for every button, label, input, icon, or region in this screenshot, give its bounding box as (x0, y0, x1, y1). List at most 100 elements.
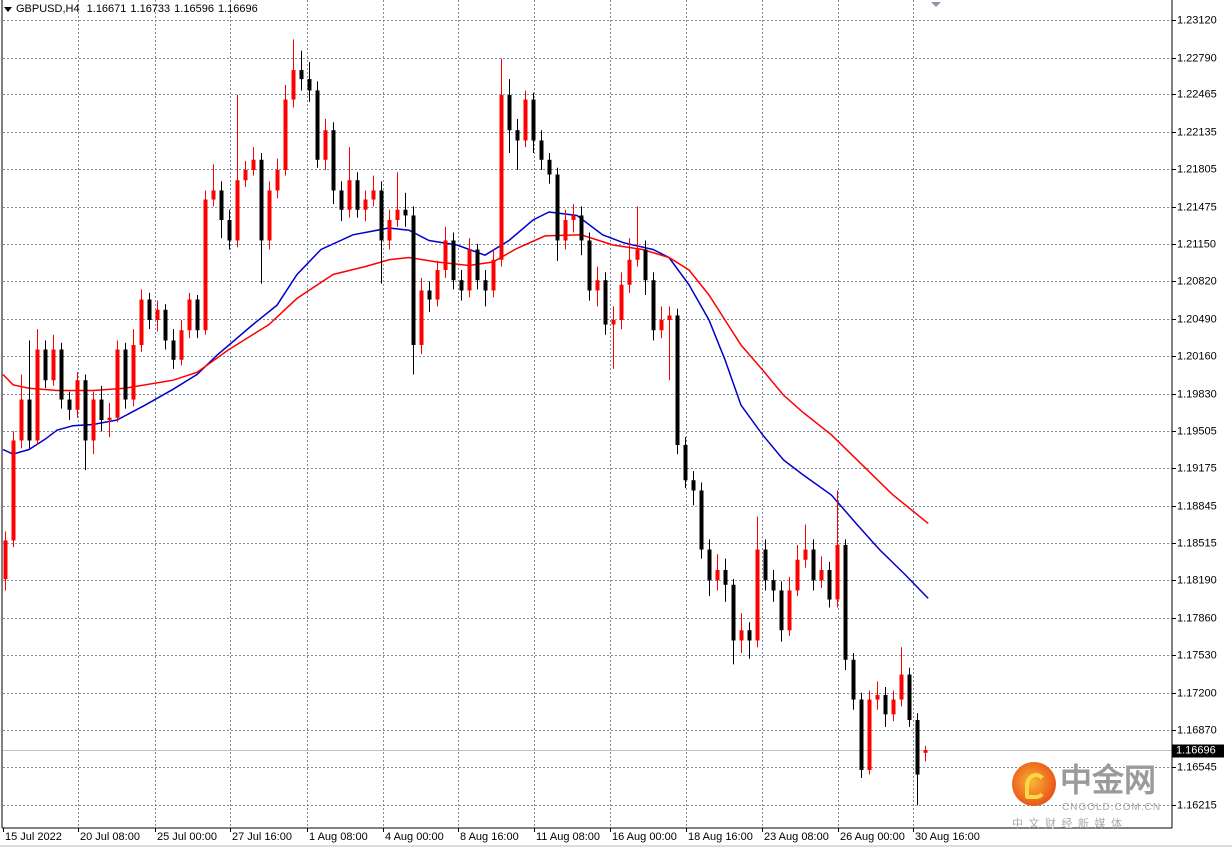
candle-body (547, 159, 552, 175)
candle (131, 329, 136, 407)
candle-body (763, 549, 768, 581)
candle-body (451, 240, 456, 281)
candle (11, 431, 16, 548)
candle-body (3, 540, 8, 580)
candle-body (675, 315, 680, 445)
ma-slow-line (2, 234, 929, 524)
candle (387, 209, 392, 250)
candle (179, 320, 184, 366)
candle (139, 289, 144, 352)
x-tick-label: 8 Aug 16:00 (460, 831, 519, 843)
candle-body (443, 240, 448, 270)
candle (627, 238, 632, 293)
candle (211, 164, 216, 207)
candle-body (747, 630, 752, 641)
candle-body (499, 95, 504, 260)
candle-body (659, 320, 664, 331)
y-tick-label: 1.19175 (1177, 462, 1217, 474)
candle-body (515, 130, 520, 141)
candle-body (643, 249, 648, 281)
candle-body (315, 90, 320, 160)
candle-body (907, 674, 912, 720)
candle (603, 272, 608, 335)
candle-body (723, 570, 728, 585)
candle (171, 329, 176, 369)
candle-body (611, 320, 616, 325)
candle (347, 147, 352, 218)
candle (747, 622, 752, 659)
candle-body (699, 490, 704, 550)
dropdown-triangle-icon[interactable] (4, 6, 12, 12)
candle (771, 570, 776, 602)
candle-body (179, 330, 184, 360)
candle-body (483, 280, 488, 291)
x-tick-label: 1 Aug 08:00 (309, 831, 368, 843)
candle-body (811, 549, 816, 581)
candle (443, 226, 448, 278)
candle-body (139, 299, 144, 345)
candle (691, 471, 696, 506)
candle (323, 118, 328, 170)
candles (3, 39, 928, 806)
y-tick-label: 1.19830 (1177, 388, 1217, 400)
y-tick-label: 1.22135 (1177, 126, 1217, 138)
candle (867, 690, 872, 775)
candle-body (923, 750, 928, 753)
candle-body (419, 290, 424, 345)
candle (899, 647, 904, 707)
ohlc-low: 1.16596 (174, 3, 214, 15)
candle (907, 667, 912, 727)
candle-body (107, 417, 112, 420)
candle (315, 81, 320, 168)
x-tick-label: 23 Aug 08:00 (764, 831, 829, 843)
candle (155, 300, 160, 332)
candle-body (11, 440, 16, 541)
y-tick-label: 1.17200 (1177, 687, 1217, 699)
candle (611, 306, 616, 369)
y-tick-label: 1.22465 (1177, 88, 1217, 100)
candle (363, 190, 368, 222)
candle (35, 329, 40, 445)
y-tick-label: 1.18190 (1177, 574, 1217, 586)
candle (819, 556, 824, 589)
candle (587, 232, 592, 301)
y-tick-label: 1.20160 (1177, 350, 1217, 362)
cngold-watermark: 中金网 CNGOLD.COM.CN 中 文 财 经 新 媒 体 (1012, 760, 1168, 832)
candle-body (163, 309, 168, 341)
candle (723, 558, 728, 602)
candle-body (651, 280, 656, 331)
candle-body (291, 70, 296, 100)
candle-body (915, 720, 920, 775)
chart-shift-marker-icon[interactable] (931, 2, 941, 7)
candle-body (259, 159, 264, 241)
candle-body (59, 349, 64, 400)
candle-body (707, 549, 712, 581)
candle (411, 206, 416, 375)
candle-body (875, 695, 880, 700)
candle (235, 95, 240, 248)
candle-body (827, 570, 832, 600)
candle (883, 687, 888, 727)
candle-body (19, 399, 24, 441)
candle-body (523, 99, 528, 141)
candle-body (715, 570, 720, 581)
ohlc-close: 1.16696 (217, 3, 258, 15)
candle-body (147, 299, 152, 320)
candle (43, 340, 48, 389)
candle (667, 306, 672, 381)
candle (3, 531, 8, 591)
candle (59, 342, 64, 409)
candle-body (619, 284, 624, 320)
candle-body (115, 349, 120, 418)
candle-body (155, 309, 160, 320)
candle-body (67, 399, 72, 410)
candle (851, 652, 856, 710)
candle (435, 260, 440, 307)
candle-body (667, 315, 672, 320)
candle-body (267, 190, 272, 241)
x-tick-label: 25 Jul 00:00 (157, 831, 217, 843)
y-tick-label: 1.19505 (1177, 425, 1217, 437)
candle (619, 272, 624, 330)
candle-body (131, 345, 136, 400)
